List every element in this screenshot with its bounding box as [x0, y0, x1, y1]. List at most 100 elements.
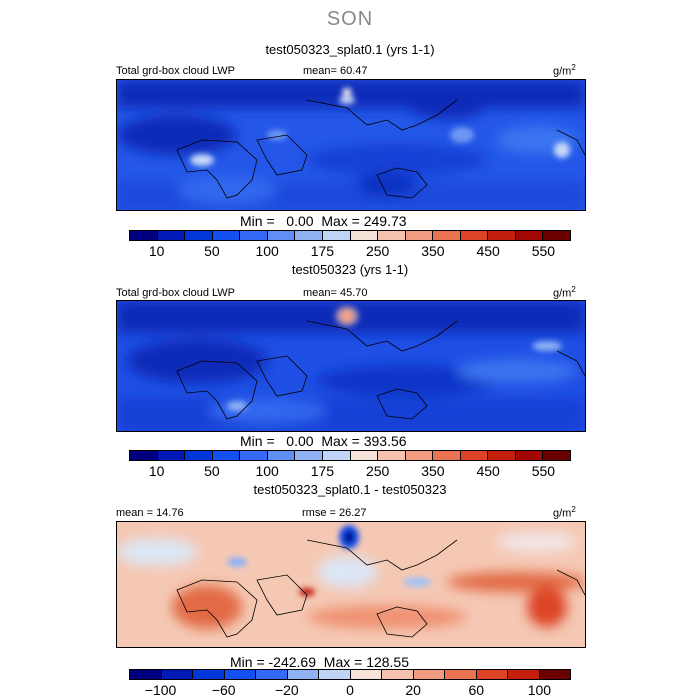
colorbar-tick-label: 175	[310, 463, 335, 479]
colorbar-box	[240, 451, 268, 460]
colorbar-box	[240, 231, 268, 240]
panel1-mean-label: mean=	[303, 65, 337, 77]
panel2-units-exp: 2	[571, 285, 576, 294]
colorbar-box	[515, 451, 544, 460]
panel1-min-value: 0.00	[286, 213, 314, 229]
colorbar-box	[488, 231, 516, 240]
panel1-title: test050323_splat0.1 (yrs 1-1)	[265, 42, 435, 57]
panel3-max-label: Max =	[323, 654, 363, 670]
panel1-max-label: Max =	[321, 213, 360, 229]
colorbar-box	[382, 670, 414, 679]
colorbar-box	[515, 231, 544, 240]
colorbar-box	[433, 451, 461, 460]
colorbar-box	[157, 231, 186, 240]
panel2-variable: Total grd-box cloud LWP	[116, 287, 236, 299]
panel1-minmax: Min = 0.00 Max = 249.73	[240, 213, 407, 229]
panel2-map-svg	[117, 301, 585, 431]
panel2-min-value: 0.00	[286, 433, 314, 449]
colorbar-box	[405, 451, 434, 460]
colorbar-tick-label: 10	[148, 243, 165, 259]
panel1-units: g/m2	[553, 63, 576, 78]
colorbar-box	[476, 670, 508, 679]
panel2-title: test050323 (yrs 1-1)	[291, 262, 409, 277]
panel1-units-exp: 2	[571, 63, 576, 72]
panel3-max-value: 128.55	[366, 654, 410, 670]
panel1-variable: Total grd-box cloud LWP	[116, 65, 236, 77]
panel1-map-svg	[117, 80, 585, 210]
colorbar-box	[157, 451, 186, 460]
colorbar-box	[319, 670, 351, 679]
colorbar-tick-label: 550	[531, 243, 556, 259]
colorbar-tick-label: 250	[365, 463, 390, 479]
panel3-title: test050323_splat0.1 - test050323	[253, 482, 447, 497]
colorbar-box	[405, 231, 434, 240]
colorbar-box	[378, 451, 406, 460]
colorbar-tick-label: 350	[421, 463, 445, 479]
colorbar-box	[433, 231, 461, 240]
colorbar-box	[267, 451, 296, 460]
colorbar-tick-label: 350	[421, 243, 445, 259]
panel1-units-base: g/m	[553, 65, 572, 78]
panel1-mean: mean= 60.47	[303, 65, 368, 77]
panel2-mean-label: mean=	[303, 287, 337, 299]
colorbar-tick-label: 0	[346, 682, 354, 698]
panel3-map-svg	[117, 522, 585, 647]
panel2-map	[116, 300, 586, 432]
colorbar-tick-label: 175	[310, 243, 335, 259]
colorbar-box	[185, 451, 213, 460]
colorbar-tick-label: 60	[468, 682, 485, 698]
colorbar-tick-label: 50	[204, 243, 220, 259]
colorbar-box	[413, 670, 445, 679]
panel3-rmse-label: rmse =	[302, 507, 336, 519]
colorbar-box	[130, 670, 162, 679]
colorbar-box	[445, 670, 477, 679]
colorbar-tick-label: 450	[476, 243, 500, 259]
colorbar-tick-label: 100	[527, 682, 552, 698]
colorbar-tick-label: 10	[148, 463, 165, 479]
panel3-minmax: Min = -242.69 Max = 128.55	[230, 654, 409, 670]
panel2-units: g/m2	[553, 285, 576, 300]
colorbar-box	[322, 451, 351, 460]
colorbar-box	[212, 231, 241, 240]
colorbar-box	[508, 670, 540, 679]
colorbar-tick-label: 50	[204, 463, 220, 479]
colorbar-box	[460, 451, 489, 460]
panel1-mean-value: 60.47	[340, 65, 368, 77]
colorbar-box	[295, 231, 323, 240]
panel3-min-value: -242.69	[268, 654, 316, 670]
colorbar-tick-label: 450	[476, 463, 500, 479]
colorbar-box	[322, 231, 351, 240]
panel3-colorbar	[129, 669, 571, 680]
colorbar-box	[539, 670, 570, 679]
panel3-min-label: Min =	[230, 654, 265, 670]
colorbar-tick-label: 100	[255, 243, 279, 259]
panel3-mean-value: 14.76	[156, 507, 184, 519]
colorbar-box	[543, 451, 570, 460]
panel3-units: g/m2	[553, 505, 576, 520]
colorbar-box	[193, 670, 225, 679]
panel1-min-label: Min =	[240, 213, 275, 229]
colorbar-tick-label: −60	[211, 682, 236, 698]
panel3-units-exp: 2	[571, 505, 576, 514]
panel3-map	[116, 521, 586, 648]
colorbar-box	[488, 451, 516, 460]
colorbar-box	[185, 231, 213, 240]
colorbar-tick-label: 100	[255, 463, 279, 479]
panel3-mean: mean = 14.76	[116, 507, 184, 519]
colorbar-box	[378, 231, 406, 240]
colorbar-tick-label: 250	[365, 243, 390, 259]
colorbar-box	[287, 670, 319, 679]
panel1-colorbar	[129, 230, 571, 241]
colorbar-box	[224, 670, 256, 679]
colorbar-tick-label: 550	[531, 463, 556, 479]
panel1-map	[116, 79, 586, 211]
panel2-mean: mean= 45.70	[303, 287, 368, 299]
colorbar-box	[256, 670, 288, 679]
panel2-colorbar-ticks: 10 50 100 175 250 350 450 550	[129, 463, 571, 479]
colorbar-box	[212, 451, 241, 460]
panel2-max-label: Max =	[321, 433, 360, 449]
colorbar-tick-label: −20	[274, 682, 299, 698]
season-title: SON	[326, 8, 374, 30]
panel2-min-label: Min =	[240, 433, 275, 449]
colorbar-box	[295, 451, 323, 460]
